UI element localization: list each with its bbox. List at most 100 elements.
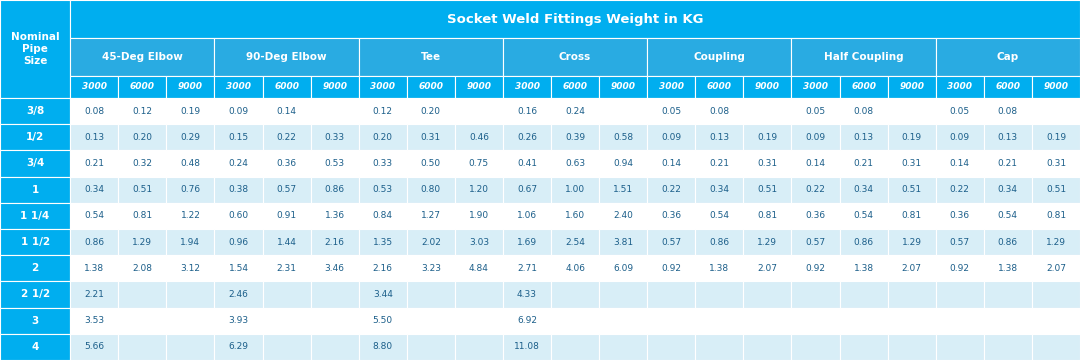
Bar [166,177,215,203]
Bar [455,334,503,360]
Text: 0.51: 0.51 [757,185,778,194]
Bar [984,255,1031,282]
Bar [1031,150,1080,177]
Bar [455,150,503,177]
Text: 0.31: 0.31 [1045,159,1066,168]
Bar [935,334,984,360]
Bar [215,334,262,360]
Bar [455,177,503,203]
Text: 2.07: 2.07 [1045,264,1066,273]
Bar [503,76,551,98]
Bar [888,124,935,150]
Text: 0.09: 0.09 [806,133,825,142]
Bar [888,282,935,307]
Text: 0.09: 0.09 [229,107,248,116]
Bar [984,229,1031,255]
Text: 3.53: 3.53 [84,316,105,325]
Bar [839,150,888,177]
Text: 0.29: 0.29 [180,133,201,142]
Text: 0.31: 0.31 [902,159,921,168]
Bar [839,307,888,334]
Bar [696,229,743,255]
Bar [696,177,743,203]
Bar [311,255,359,282]
Bar [551,203,599,229]
Text: 2.07: 2.07 [902,264,921,273]
Bar [311,282,359,307]
Bar [888,307,935,334]
Text: 0.05: 0.05 [661,107,681,116]
Bar [647,203,696,229]
Text: 0.14: 0.14 [661,159,681,168]
Bar [599,203,647,229]
Text: 3.81: 3.81 [613,238,633,247]
Text: 1.38: 1.38 [998,264,1018,273]
Text: 0.50: 0.50 [421,159,441,168]
Text: 2 1/2: 2 1/2 [21,289,50,300]
Bar [551,229,599,255]
Bar [166,307,215,334]
Bar [503,334,551,360]
Bar [696,282,743,307]
Bar [888,334,935,360]
Bar [696,203,743,229]
Bar [359,124,407,150]
Text: 0.36: 0.36 [949,211,970,220]
Bar [1031,76,1080,98]
Bar [166,229,215,255]
Text: 0.15: 0.15 [229,133,248,142]
Bar [839,203,888,229]
Bar [311,177,359,203]
Text: 0.53: 0.53 [325,159,345,168]
Text: 2.16: 2.16 [325,238,345,247]
Bar [935,98,984,124]
Text: 0.08: 0.08 [84,107,105,116]
Bar [262,282,311,307]
Text: 1.29: 1.29 [757,238,778,247]
Text: 2.71: 2.71 [517,264,537,273]
Bar [70,150,119,177]
Bar [792,203,839,229]
Text: 0.86: 0.86 [84,238,105,247]
Text: 0.63: 0.63 [565,159,585,168]
Text: 9000: 9000 [467,82,491,91]
Text: 3000: 3000 [226,82,251,91]
Text: 0.96: 0.96 [229,238,248,247]
Bar [359,255,407,282]
Text: 1 1/4: 1 1/4 [21,211,50,221]
Bar [839,177,888,203]
Text: Tee: Tee [421,52,441,62]
Bar [215,203,262,229]
Text: 0.34: 0.34 [710,185,729,194]
Text: 3.93: 3.93 [229,316,248,325]
Bar [455,76,503,98]
Bar [70,307,119,334]
Bar [888,255,935,282]
Bar [839,229,888,255]
Text: 1.29: 1.29 [902,238,921,247]
Bar [1031,282,1080,307]
Bar [407,203,455,229]
Text: 1.00: 1.00 [565,185,585,194]
Text: 0.24: 0.24 [565,107,585,116]
Text: 0.08: 0.08 [853,107,874,116]
Bar [0,203,70,229]
Text: 2.54: 2.54 [565,238,585,247]
Text: 9000: 9000 [178,82,203,91]
Bar [503,229,551,255]
Bar [935,38,1080,76]
Bar [119,124,166,150]
Text: 0.22: 0.22 [806,185,825,194]
Text: 0.12: 0.12 [373,107,393,116]
Bar [215,229,262,255]
Bar [599,76,647,98]
Text: 0.31: 0.31 [421,133,441,142]
Bar [599,255,647,282]
Bar [70,334,119,360]
Bar [262,334,311,360]
Bar [984,150,1031,177]
Bar [647,38,792,76]
Bar [888,98,935,124]
Bar [262,177,311,203]
Bar [119,229,166,255]
